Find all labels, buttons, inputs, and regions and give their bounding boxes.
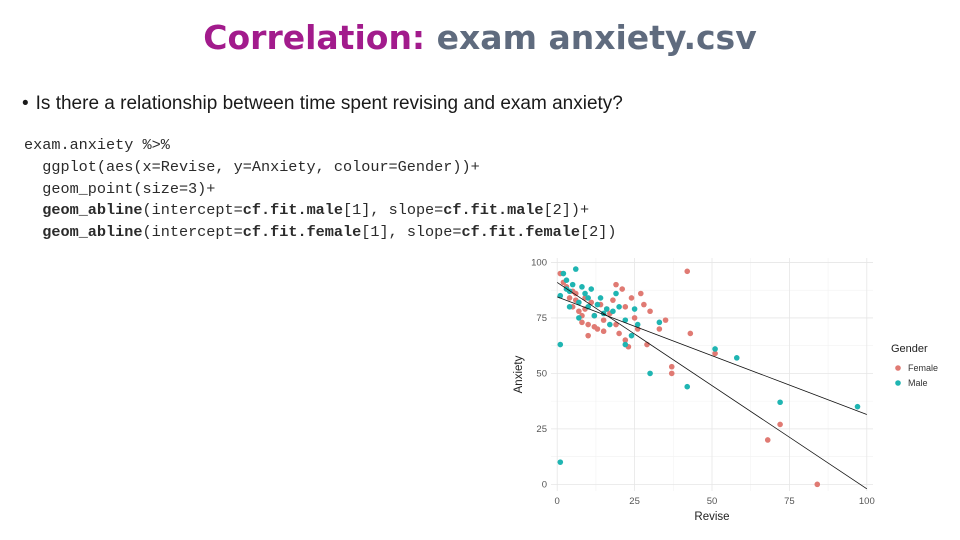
data-point-male <box>733 355 740 361</box>
data-point-male <box>588 286 595 292</box>
legend-label-female: Female <box>908 363 938 373</box>
data-point-female <box>572 290 579 297</box>
code-line: ggplot(aes(x=Revise, y=Anxiety, colour=G… <box>24 157 480 176</box>
data-point-female <box>616 330 622 337</box>
data-point-male <box>634 321 641 328</box>
data-point-female <box>668 370 675 377</box>
y-axis-title: Anxiety <box>513 355 525 393</box>
data-point-male <box>622 317 629 323</box>
data-point-male <box>566 304 573 310</box>
x-tick-label: 50 <box>707 496 718 507</box>
data-point-female <box>662 317 669 323</box>
code-line: geom_point(size=3)+ <box>24 179 216 198</box>
y-tick-label: 75 <box>536 313 547 324</box>
data-point-male <box>622 341 629 348</box>
legend-label-male: Male <box>908 378 928 388</box>
data-point-female <box>628 295 635 301</box>
legend-title: Gender <box>891 343 928 355</box>
bullet-text: Is there a relationship between time spe… <box>35 93 623 114</box>
data-point-female <box>600 328 607 335</box>
data-point-male <box>603 306 610 312</box>
data-point-male <box>582 290 588 297</box>
y-tick-label: 0 <box>542 479 547 490</box>
y-tick-label: 50 <box>536 368 547 379</box>
x-tick-label: 0 <box>555 496 560 507</box>
data-point-male <box>616 304 622 310</box>
code-block: exam.anxiety %>% ggplot(aes(x=Revise, y=… <box>24 135 616 244</box>
data-point-male <box>613 290 619 297</box>
bullet-question: • Is there a relationship between time sp… <box>22 93 623 115</box>
data-point-male <box>585 295 591 301</box>
data-point-female <box>622 304 629 310</box>
data-point-male <box>684 383 691 390</box>
data-point-male <box>557 459 564 465</box>
data-point-male <box>576 299 582 306</box>
legend-key-female <box>895 365 901 371</box>
data-point-male <box>594 301 601 308</box>
y-tick-label: 25 <box>536 424 547 435</box>
data-point-female <box>594 326 601 332</box>
data-point-male <box>647 370 653 377</box>
data-point-male <box>628 332 635 339</box>
data-point-male <box>631 306 638 312</box>
data-point-female <box>566 295 573 301</box>
data-point-female <box>687 330 694 337</box>
data-point-male <box>579 284 585 290</box>
fit-line-female <box>556 282 868 490</box>
title-rest: exam anxiety.csv <box>436 18 757 57</box>
data-point-male <box>576 315 582 321</box>
data-point-female <box>613 281 619 288</box>
data-point-female <box>600 317 607 323</box>
data-point-female <box>764 437 771 443</box>
code-line: geom_abline(intercept=cf.fit.male[1], sl… <box>42 201 590 220</box>
data-point-male <box>854 403 861 410</box>
data-point-female <box>579 319 585 326</box>
legend-key-male <box>895 380 901 386</box>
y-tick-label: 100 <box>531 257 547 268</box>
data-point-female <box>684 268 691 275</box>
data-point-female <box>622 337 629 343</box>
data-point-male <box>607 321 613 328</box>
data-point-female <box>641 301 647 308</box>
data-point-male <box>572 266 579 272</box>
data-point-female <box>814 481 821 488</box>
data-point-female <box>777 421 783 428</box>
data-point-female <box>619 286 626 292</box>
data-point-female <box>637 290 644 297</box>
data-point-male <box>777 399 783 406</box>
title-highlight: Correlation: <box>203 18 426 57</box>
data-point-male <box>591 312 598 319</box>
data-point-male <box>712 346 718 352</box>
data-point-male <box>563 277 570 283</box>
data-point-female <box>668 363 675 370</box>
data-point-male <box>610 308 616 315</box>
data-point-female <box>585 321 591 328</box>
code-line: exam.anxiety %>% <box>24 136 170 154</box>
data-point-female <box>647 308 653 315</box>
data-point-female <box>576 308 582 315</box>
data-point-male <box>597 295 604 301</box>
data-point-male <box>557 341 564 348</box>
x-axis-title: Revise <box>694 511 729 523</box>
data-point-female <box>656 326 663 332</box>
x-tick-label: 75 <box>784 496 795 507</box>
bullet-dot-icon: • <box>22 93 29 114</box>
slide-title: Correlation: exam anxiety.csv <box>0 18 960 57</box>
data-point-female <box>712 350 718 357</box>
data-point-female <box>631 315 638 321</box>
data-point-male <box>560 270 567 277</box>
code-line: geom_abline(intercept=cf.fit.female[1], … <box>42 223 617 242</box>
data-point-male <box>656 319 663 326</box>
data-point-female <box>613 321 619 328</box>
data-point-female <box>610 297 616 303</box>
data-point-male <box>569 281 576 288</box>
x-tick-label: 100 <box>859 496 875 507</box>
data-point-female <box>585 332 591 339</box>
scatter-plot: 00 25 25 50 50 75 75 100 100 Revise Anxiety Gender F… <box>513 257 938 523</box>
x-tick-label: 25 <box>629 496 640 507</box>
